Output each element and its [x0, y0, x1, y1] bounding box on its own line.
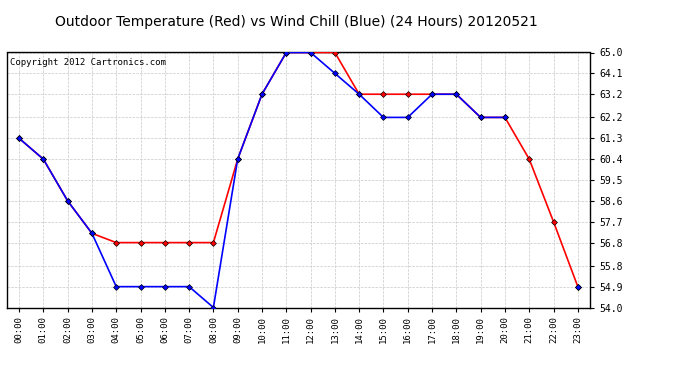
Text: Outdoor Temperature (Red) vs Wind Chill (Blue) (24 Hours) 20120521: Outdoor Temperature (Red) vs Wind Chill … — [55, 15, 538, 29]
Text: Copyright 2012 Cartronics.com: Copyright 2012 Cartronics.com — [10, 58, 166, 67]
